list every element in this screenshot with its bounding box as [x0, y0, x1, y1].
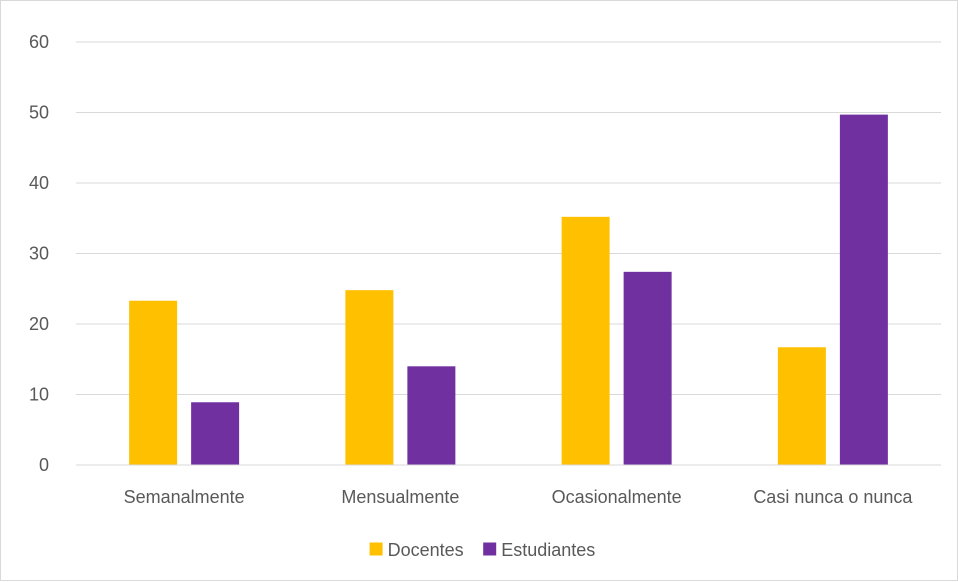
legend-label-estudiantes: Estudiantes: [501, 540, 595, 560]
bar-estudiantes-2: [407, 366, 456, 465]
bar-docentes-4: [777, 347, 826, 465]
y-tick-label: 20: [29, 314, 49, 334]
x-axis-category-labels: Semanalmente Mensualmente Ocasionalmente Ca…: [124, 487, 914, 507]
y-tick-label: 60: [29, 32, 49, 52]
bar-docentes-3: [561, 216, 610, 465]
bar-docentes-1: [129, 300, 178, 465]
x-category-label: Mensualmente: [341, 487, 459, 507]
bar-estudiantes-4: [839, 114, 888, 466]
x-category-label: Casi nunca o nunca: [753, 487, 913, 507]
x-category-label: Semanalmente: [124, 487, 245, 507]
y-axis-tick-labels: 0 10 20 30 40 50 60: [29, 32, 49, 475]
y-tick-label: 10: [29, 385, 49, 405]
y-tick-label: 30: [29, 244, 49, 264]
x-category-label: Ocasionalmente: [552, 487, 682, 507]
bar-docentes-2: [345, 290, 394, 465]
bar-estudiantes-3: [623, 271, 672, 465]
legend-swatch-docentes: [369, 542, 383, 556]
y-tick-label: 40: [29, 173, 49, 193]
y-tick-label: 0: [39, 455, 49, 475]
bar-estudiantes-1: [191, 402, 240, 465]
legend-swatch-estudiantes: [483, 542, 497, 556]
legend-label-docentes: Docentes: [388, 540, 464, 560]
gridlines: [76, 41, 941, 395]
y-tick-label: 50: [29, 103, 49, 123]
legend: Docentes Estudiantes: [369, 540, 595, 560]
bars: [129, 114, 888, 466]
